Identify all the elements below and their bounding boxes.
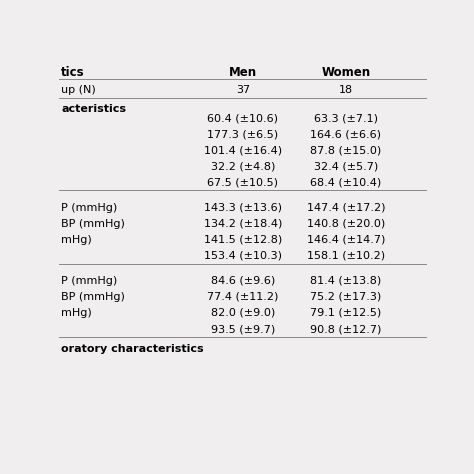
Text: 18: 18 [339,85,353,95]
Text: 81.4 (±13.8): 81.4 (±13.8) [310,276,382,286]
Text: 87.8 (±15.0): 87.8 (±15.0) [310,145,382,155]
Text: 177.3 (±6.5): 177.3 (±6.5) [207,129,279,139]
Text: 82.0 (±9.0): 82.0 (±9.0) [211,308,275,318]
Text: 90.8 (±12.7): 90.8 (±12.7) [310,324,382,334]
Text: BP (mmHg): BP (mmHg) [61,292,125,302]
Text: 77.4 (±11.2): 77.4 (±11.2) [207,292,279,302]
Text: BP (mmHg): BP (mmHg) [61,219,125,228]
Text: 153.4 (±10.3): 153.4 (±10.3) [204,251,282,261]
Text: 84.6 (±9.6): 84.6 (±9.6) [211,276,275,286]
Text: 60.4 (±10.6): 60.4 (±10.6) [208,113,278,123]
Text: 37: 37 [236,85,250,95]
Text: mHg): mHg) [61,235,92,245]
Text: 75.2 (±17.3): 75.2 (±17.3) [310,292,382,302]
Text: 68.4 (±10.4): 68.4 (±10.4) [310,177,382,187]
Text: 164.6 (±6.6): 164.6 (±6.6) [310,129,381,139]
Text: mHg): mHg) [61,308,92,318]
Text: P (mmHg): P (mmHg) [61,276,118,286]
Text: 143.3 (±13.6): 143.3 (±13.6) [204,202,282,212]
Text: 134.2 (±18.4): 134.2 (±18.4) [204,219,282,228]
Text: oratory characteristics: oratory characteristics [61,345,204,355]
Text: 141.5 (±12.8): 141.5 (±12.8) [204,235,282,245]
Text: 67.5 (±10.5): 67.5 (±10.5) [208,177,278,187]
Text: 140.8 (±20.0): 140.8 (±20.0) [307,219,385,228]
Text: 79.1 (±12.5): 79.1 (±12.5) [310,308,382,318]
Text: 63.3 (±7.1): 63.3 (±7.1) [314,113,378,123]
Text: 147.4 (±17.2): 147.4 (±17.2) [307,202,385,212]
Text: P (mmHg): P (mmHg) [61,202,118,212]
Text: acteristics: acteristics [61,104,126,114]
Text: Women: Women [321,66,370,79]
Text: 101.4 (±16.4): 101.4 (±16.4) [204,145,282,155]
Text: 32.4 (±5.7): 32.4 (±5.7) [314,161,378,171]
Text: 93.5 (±9.7): 93.5 (±9.7) [211,324,275,334]
Text: 32.2 (±4.8): 32.2 (±4.8) [211,161,275,171]
Text: 158.1 (±10.2): 158.1 (±10.2) [307,251,385,261]
Text: Men: Men [229,66,257,79]
Text: up (N): up (N) [61,85,96,95]
Text: 146.4 (±14.7): 146.4 (±14.7) [307,235,385,245]
Text: tics: tics [61,66,85,79]
